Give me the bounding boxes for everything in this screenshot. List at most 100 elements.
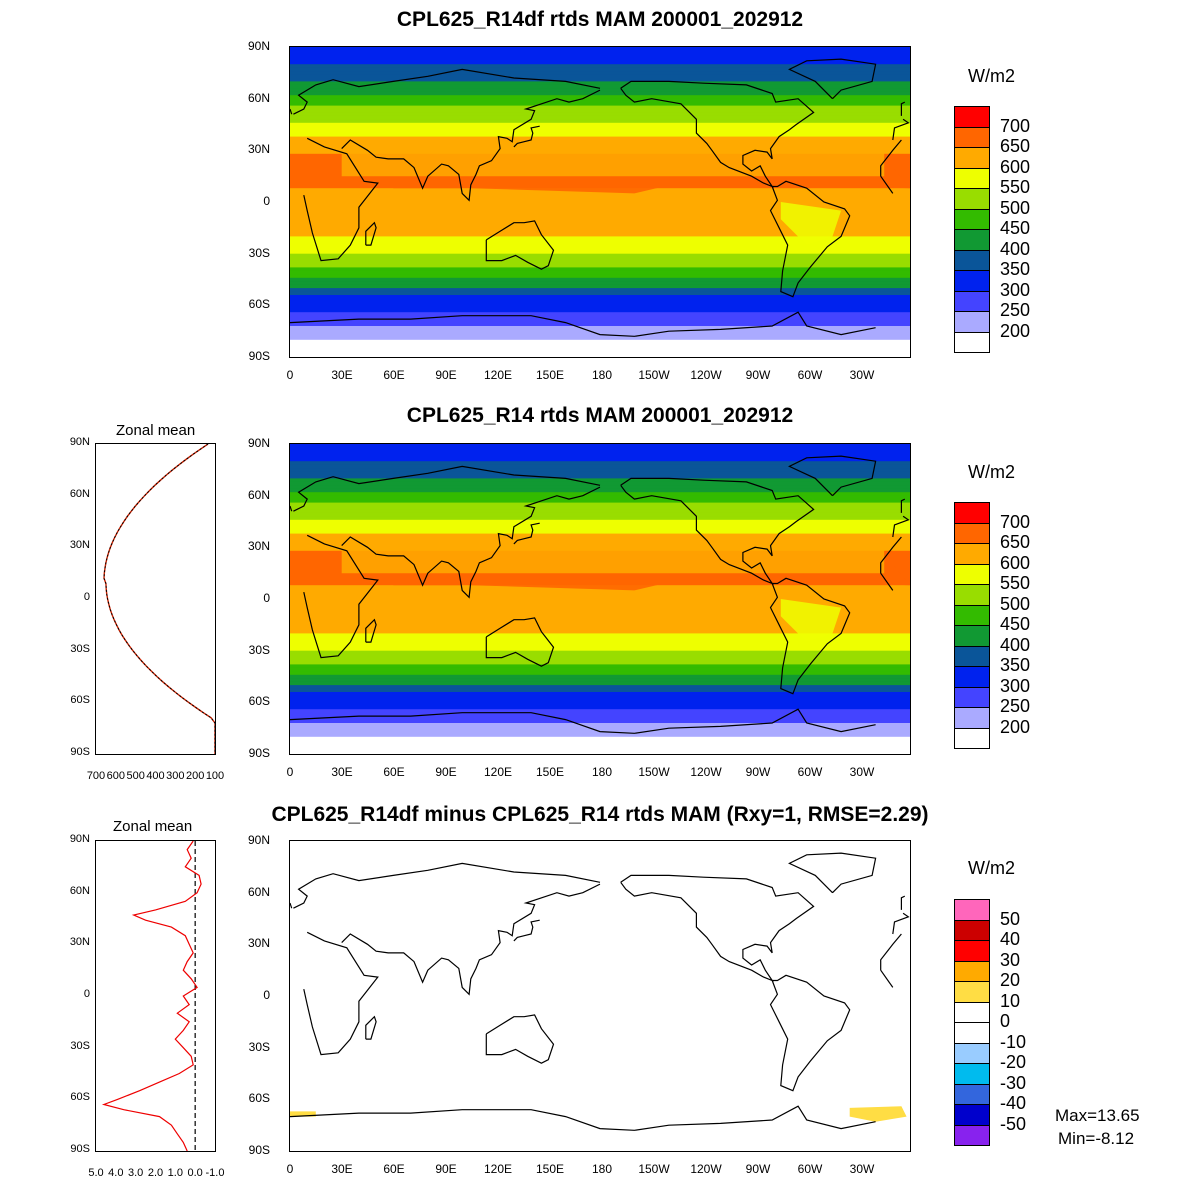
field-band xyxy=(290,530,910,535)
colorbar-swatch xyxy=(954,1063,990,1085)
field-band xyxy=(290,78,910,83)
coastline xyxy=(341,486,601,599)
colorbar-label: -30 xyxy=(1000,1072,1027,1093)
lon-tick-label: 30E xyxy=(331,1162,353,1176)
colorbar-label: 450 xyxy=(1000,614,1031,634)
panel2-map xyxy=(289,443,911,755)
field-band xyxy=(290,605,910,610)
field-background xyxy=(290,841,910,1151)
zonal-x-tick-label: 300 xyxy=(166,770,185,782)
colorbar-label: -20 xyxy=(1000,1052,1027,1072)
field-band xyxy=(290,239,910,244)
zonal-mean-line xyxy=(101,840,202,1152)
colorbar-swatch xyxy=(954,249,990,271)
field-band xyxy=(290,71,910,76)
field-band xyxy=(290,588,910,593)
field-band xyxy=(290,57,910,62)
field-band xyxy=(290,47,910,52)
field-band xyxy=(290,115,910,120)
panel3-zonal-plot xyxy=(95,840,216,1152)
coastline xyxy=(485,617,555,667)
field-band xyxy=(290,91,910,96)
coastline xyxy=(620,477,815,585)
lon-tick-label: 30W xyxy=(849,765,875,779)
field-band xyxy=(290,702,910,707)
field-band xyxy=(290,53,910,58)
field-band xyxy=(290,509,910,514)
field-band xyxy=(290,444,910,449)
colorbar-swatch xyxy=(954,625,990,647)
field-band xyxy=(290,488,910,493)
field-band xyxy=(290,81,910,86)
lon-tick-label: 150W xyxy=(638,368,670,382)
coastline xyxy=(290,101,906,116)
field-band xyxy=(290,688,910,693)
zonal-lat-tick-label: 30S xyxy=(70,642,90,655)
field-band xyxy=(290,685,910,690)
colorbar-swatch xyxy=(954,604,990,626)
colorbar-label: 40 xyxy=(1000,929,1021,949)
lat-tick-label: 60N xyxy=(247,884,270,899)
lat-tick-label: 60S xyxy=(248,297,270,312)
field-band xyxy=(290,667,910,672)
colorbar-swatch xyxy=(954,960,990,982)
field-band xyxy=(290,492,910,497)
lat-tick-label: 60S xyxy=(248,694,270,709)
coastline xyxy=(365,221,377,246)
field-band xyxy=(290,647,910,652)
panel3-title: CPL625_R14df minus CPL625_R14 rtds MAM (… xyxy=(271,803,929,826)
field-band xyxy=(290,98,910,103)
field-patch xyxy=(849,1106,907,1122)
field-band xyxy=(290,146,910,151)
colorbar-swatch xyxy=(954,502,990,524)
field-band xyxy=(290,329,910,334)
zonal-x-tick-label: 500 xyxy=(126,770,145,782)
zonal-x-tick-label: 4.0 xyxy=(108,1167,124,1179)
field-band xyxy=(290,602,910,607)
field-band xyxy=(290,205,910,210)
field-band xyxy=(290,353,910,357)
field-band xyxy=(290,246,910,251)
field-band xyxy=(290,478,910,483)
lat-tick-label: 30S xyxy=(248,1039,270,1054)
coastline xyxy=(365,618,377,643)
field-band xyxy=(290,208,910,213)
field-band xyxy=(290,295,910,300)
colorbar-swatch xyxy=(954,563,990,585)
colorbar-swatch xyxy=(954,126,990,148)
field-band xyxy=(290,301,910,306)
colorbar-swatch xyxy=(954,584,990,606)
colorbar-label: 200 xyxy=(1000,320,1031,341)
field-band xyxy=(290,692,910,697)
coastline xyxy=(290,895,906,910)
field-band xyxy=(290,640,910,645)
field-band xyxy=(290,526,910,531)
zonal-x-tick-label: 1.0 xyxy=(167,1167,183,1179)
panel1-title: CPL625_R14df rtds MAM 200001_202912 xyxy=(396,8,804,31)
lon-tick-label: 30W xyxy=(849,1162,875,1176)
panel3-zonal-title: Zonal mean xyxy=(113,818,193,835)
field-band xyxy=(290,736,910,741)
field-band xyxy=(290,657,910,662)
field-band xyxy=(290,74,910,79)
lat-tick-label: 90S xyxy=(248,746,270,760)
lon-tick-label: 150E xyxy=(535,765,565,779)
lat-tick-label: 90S xyxy=(248,349,270,363)
panel2-units: W/m2 xyxy=(968,462,1015,482)
field-band xyxy=(290,543,910,548)
field-band xyxy=(290,512,910,517)
colorbar-swatch xyxy=(954,1042,990,1064)
coastline xyxy=(513,125,540,148)
colorbar-swatch xyxy=(954,707,990,729)
field-band xyxy=(290,264,910,269)
panel1-units: W/m2 xyxy=(968,66,1015,86)
lon-tick-label: 120E xyxy=(483,765,513,779)
colorbar-swatch xyxy=(954,311,990,333)
colorbar-swatch xyxy=(954,899,990,921)
field-band xyxy=(290,495,910,500)
field-band xyxy=(290,747,910,752)
field-band xyxy=(290,750,910,754)
field-band xyxy=(290,198,910,203)
lat-tick-label: 0 xyxy=(263,591,270,605)
colorbar-swatch xyxy=(954,331,990,353)
